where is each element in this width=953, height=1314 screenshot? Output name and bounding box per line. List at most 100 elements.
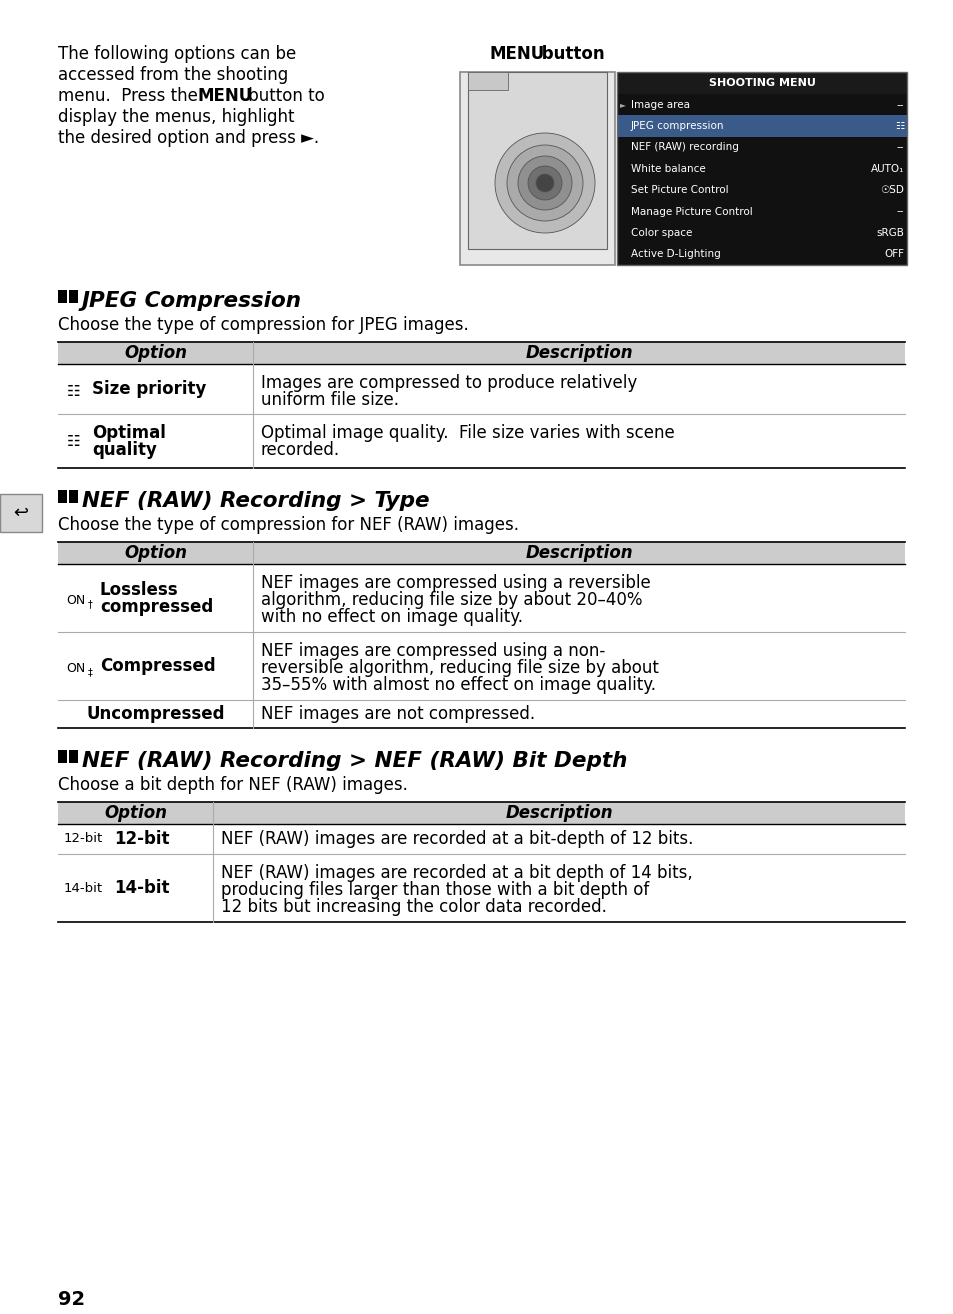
Bar <box>468 72 507 89</box>
Text: Option: Option <box>104 804 167 823</box>
Bar <box>617 95 906 265</box>
Text: ☉SD: ☉SD <box>880 185 903 196</box>
Text: Active D-Lighting: Active D-Lighting <box>630 250 720 259</box>
Text: ►: ► <box>619 100 625 109</box>
Circle shape <box>506 145 582 221</box>
Text: compressed: compressed <box>100 598 213 616</box>
Text: OFF: OFF <box>883 250 903 259</box>
Bar <box>617 116 906 137</box>
Text: 14-bit: 14-bit <box>64 882 103 895</box>
Text: JPEG compression: JPEG compression <box>630 121 723 131</box>
Text: Description: Description <box>505 804 612 823</box>
Bar <box>69 290 78 304</box>
Text: uniform file size.: uniform file size. <box>261 392 398 409</box>
Text: with no effect on image quality.: with no effect on image quality. <box>261 608 522 625</box>
Text: Lossless: Lossless <box>100 581 178 599</box>
Circle shape <box>495 133 595 233</box>
Text: the desired option and press ►.: the desired option and press ►. <box>58 129 319 147</box>
Text: Image area: Image area <box>630 100 689 109</box>
Text: --: -- <box>896 142 903 152</box>
Text: Description: Description <box>525 544 632 562</box>
Bar <box>69 490 78 503</box>
Text: Choose the type of compression for JPEG images.: Choose the type of compression for JPEG … <box>58 315 468 334</box>
Text: button: button <box>536 45 604 63</box>
Text: Compressed: Compressed <box>100 657 215 675</box>
Text: MENU: MENU <box>490 45 545 63</box>
Text: Images are compressed to produce relatively: Images are compressed to produce relativ… <box>261 374 637 392</box>
Text: NEF images are not compressed.: NEF images are not compressed. <box>261 706 535 723</box>
Text: --: -- <box>896 100 903 109</box>
Text: MENU: MENU <box>198 87 253 105</box>
Text: 92: 92 <box>58 1290 85 1309</box>
Text: Uncompressed: Uncompressed <box>86 706 225 723</box>
Bar <box>617 201 906 222</box>
Bar <box>58 802 904 824</box>
Bar <box>58 342 904 364</box>
Text: Option: Option <box>124 344 187 361</box>
Text: Option: Option <box>124 544 187 562</box>
Text: Optimal image quality.  File size varies with scene: Optimal image quality. File size varies … <box>261 424 674 442</box>
Text: recorded.: recorded. <box>261 442 340 459</box>
Text: ☷: ☷ <box>67 384 81 398</box>
Bar <box>58 541 904 564</box>
Circle shape <box>527 166 561 200</box>
Text: NEF (RAW) recording: NEF (RAW) recording <box>630 142 739 152</box>
Text: reversible algorithm, reducing file size by about: reversible algorithm, reducing file size… <box>261 660 659 677</box>
Bar <box>58 490 67 503</box>
Text: White balance: White balance <box>630 164 705 173</box>
Text: 35–55% with almost no effect on image quality.: 35–55% with almost no effect on image qu… <box>261 675 656 694</box>
Bar <box>468 72 606 248</box>
Bar <box>617 72 906 265</box>
Text: --: -- <box>896 206 903 217</box>
Text: NEF (RAW) Recording > Type: NEF (RAW) Recording > Type <box>82 491 429 511</box>
Text: Choose a bit depth for NEF (RAW) images.: Choose a bit depth for NEF (RAW) images. <box>58 777 408 794</box>
Text: producing files larger than those with a bit depth of: producing files larger than those with a… <box>221 880 649 899</box>
Bar <box>617 158 906 180</box>
Text: 14-bit: 14-bit <box>113 879 170 897</box>
Text: algorithm, reducing file size by about 20–40%: algorithm, reducing file size by about 2… <box>261 591 641 608</box>
Bar <box>617 95 906 116</box>
Circle shape <box>517 156 572 210</box>
Bar <box>58 750 67 763</box>
Bar <box>0 494 42 532</box>
Bar <box>617 180 906 201</box>
Bar <box>617 72 906 95</box>
Bar <box>58 290 67 304</box>
Text: 12-bit: 12-bit <box>64 833 103 845</box>
Bar <box>617 222 906 243</box>
Text: Set Picture Control: Set Picture Control <box>630 185 728 196</box>
Text: ON: ON <box>66 594 85 607</box>
Text: AUTO₁: AUTO₁ <box>870 164 903 173</box>
Bar <box>459 72 615 265</box>
Text: 12-bit: 12-bit <box>113 830 170 848</box>
Bar <box>69 750 78 763</box>
Text: quality: quality <box>91 442 156 459</box>
Text: menu.  Press the: menu. Press the <box>58 87 203 105</box>
Bar <box>617 137 906 158</box>
Text: button to: button to <box>243 87 324 105</box>
Text: NEF (RAW) images are recorded at a bit-depth of 12 bits.: NEF (RAW) images are recorded at a bit-d… <box>221 830 693 848</box>
Text: accessed from the shooting: accessed from the shooting <box>58 66 288 84</box>
Text: NEF images are compressed using a reversible: NEF images are compressed using a revers… <box>261 574 650 593</box>
Text: JPEG Compression: JPEG Compression <box>82 290 302 311</box>
Text: Optimal: Optimal <box>91 424 166 442</box>
Text: †: † <box>88 599 92 608</box>
Text: 12 bits but increasing the color data recorded.: 12 bits but increasing the color data re… <box>221 897 606 916</box>
Text: ☷: ☷ <box>67 434 81 448</box>
Text: ‡: ‡ <box>88 668 92 677</box>
Text: Size priority: Size priority <box>91 380 206 398</box>
Text: NEF images are compressed using a non-: NEF images are compressed using a non- <box>261 643 604 660</box>
Text: Description: Description <box>525 344 632 361</box>
Text: Color space: Color space <box>630 227 692 238</box>
Text: The following options can be: The following options can be <box>58 45 296 63</box>
Text: Manage Picture Control: Manage Picture Control <box>630 206 752 217</box>
Circle shape <box>536 173 554 192</box>
Text: Choose the type of compression for NEF (RAW) images.: Choose the type of compression for NEF (… <box>58 516 518 533</box>
Text: ↩: ↩ <box>13 505 29 522</box>
Text: NEF (RAW) images are recorded at a bit depth of 14 bits,: NEF (RAW) images are recorded at a bit d… <box>221 865 692 882</box>
Text: SHOOTING MENU: SHOOTING MENU <box>708 78 815 88</box>
Text: sRGB: sRGB <box>875 227 903 238</box>
Bar <box>617 243 906 265</box>
Text: ON: ON <box>66 661 85 674</box>
Text: NEF (RAW) Recording > NEF (RAW) Bit Depth: NEF (RAW) Recording > NEF (RAW) Bit Dept… <box>82 752 627 771</box>
